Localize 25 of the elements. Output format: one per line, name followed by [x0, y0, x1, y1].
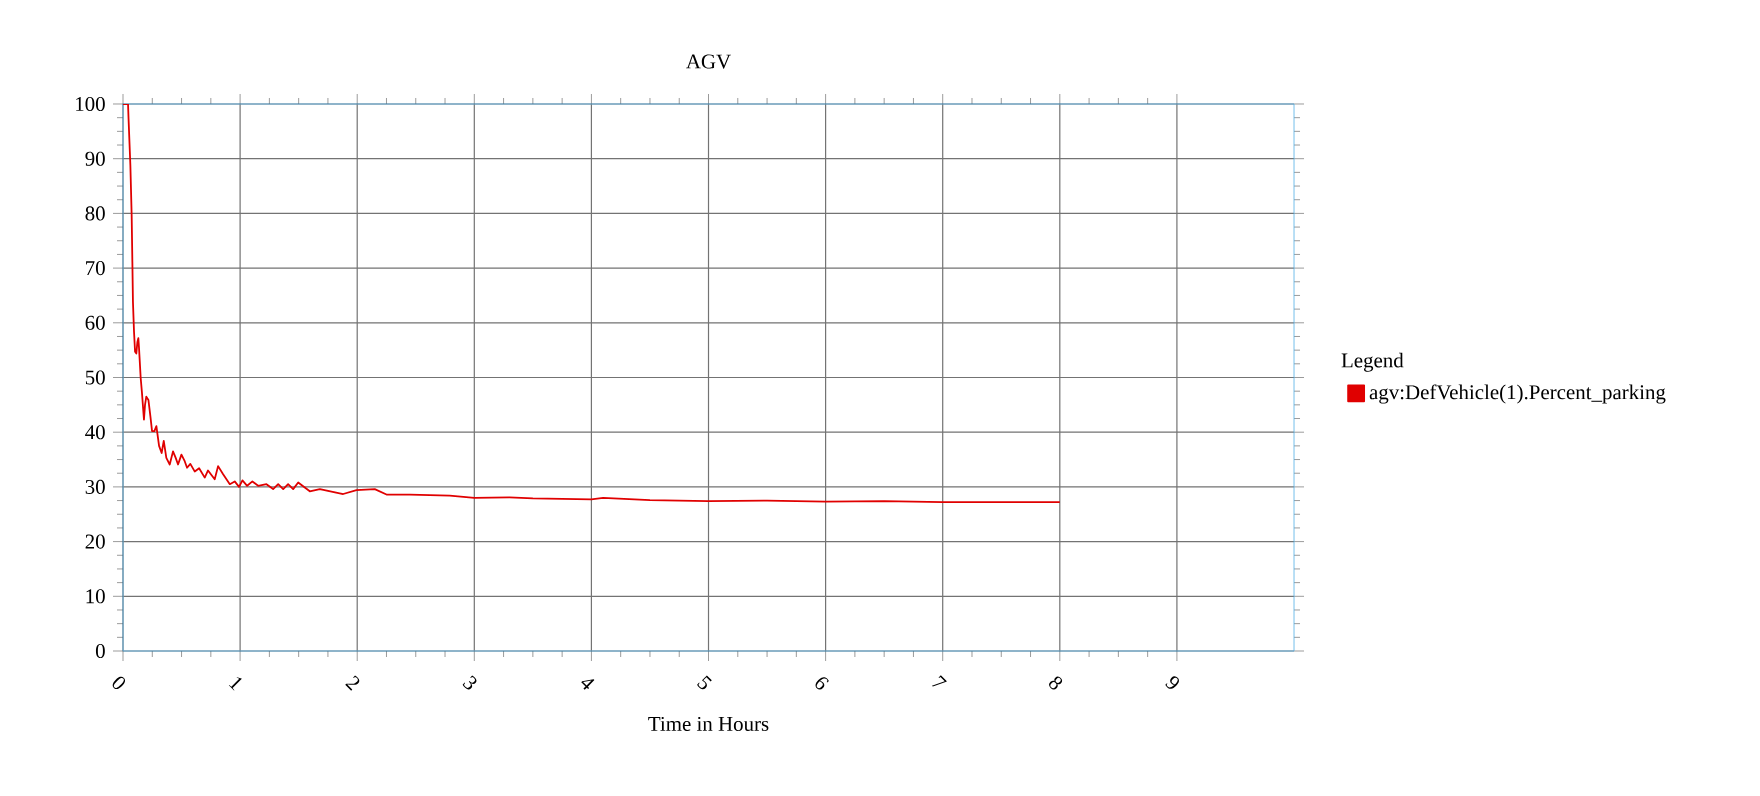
- y-tick-label: 30: [85, 479, 105, 494]
- y-tick-label: 40: [85, 425, 105, 440]
- legend-label: agv:DefVehicle(1).Percent_parking: [1369, 384, 1666, 404]
- x-tick-label: 8: [1049, 676, 1063, 690]
- y-tick-label: 60: [85, 315, 105, 330]
- x-tick-label: 4: [581, 679, 595, 690]
- x-axis-title: Time in Hours: [648, 716, 769, 731]
- x-tick-label: 9: [1165, 676, 1179, 689]
- x-tick-label: 2: [345, 675, 360, 691]
- y-tick-label: 10: [86, 589, 105, 604]
- y-tick-label: 0: [95, 643, 105, 659]
- chart-title: AGV: [686, 54, 731, 69]
- y-tick-label: 20: [85, 534, 105, 549]
- y-tick-label: 50: [85, 370, 105, 385]
- y-tick-label: 80: [85, 206, 105, 221]
- x-tick-label: 3: [462, 675, 477, 690]
- y-tick-label: 100: [76, 96, 105, 112]
- x-tick-label: 5: [697, 675, 712, 690]
- x-tick-label: 0: [112, 676, 126, 690]
- legend-title: Legend: [1341, 352, 1404, 372]
- x-tick-label: 6: [815, 677, 829, 690]
- x-tick-label: 7: [931, 675, 947, 687]
- x-tick-label: 1: [228, 677, 242, 691]
- y-tick-label: 90: [85, 151, 105, 166]
- y-tick-label: 70: [86, 261, 105, 276]
